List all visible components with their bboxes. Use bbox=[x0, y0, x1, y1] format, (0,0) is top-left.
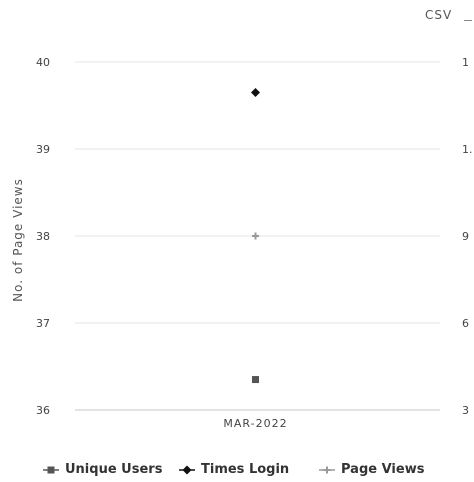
square-marker-icon bbox=[43, 466, 59, 473]
y-right-tick-label: 6 bbox=[462, 317, 469, 330]
csv-menu-icon[interactable] bbox=[464, 12, 472, 21]
data-point bbox=[252, 232, 259, 240]
y-tick-label: 40 bbox=[36, 56, 50, 69]
legend-item[interactable]: Unique Users bbox=[42, 462, 162, 477]
y-tick-label: 36 bbox=[36, 404, 50, 417]
legend-marker bbox=[182, 465, 192, 474]
legend-item[interactable]: Page Views bbox=[318, 462, 424, 477]
x-tick-label: MAR-2022 bbox=[223, 417, 287, 430]
diamond-marker-icon bbox=[179, 465, 195, 474]
chart-legend: Unique Users Times Login Page Views bbox=[0, 462, 474, 482]
y-axis-label: No. of Page Views bbox=[11, 178, 25, 302]
y-right-tick-label: 1. bbox=[462, 143, 473, 156]
y-tick-label: 39 bbox=[36, 143, 50, 156]
data-point bbox=[252, 376, 259, 384]
legend-label: Times Login bbox=[201, 462, 290, 477]
y-axis-left: 36 37 38 39 40 bbox=[36, 56, 50, 417]
cross-marker-icon bbox=[319, 466, 335, 473]
y-right-tick-label: 3 bbox=[462, 404, 469, 417]
y-tick-label: 38 bbox=[36, 230, 50, 243]
x-axis: MAR-2022 bbox=[223, 417, 287, 430]
y-right-tick-label: 9 bbox=[462, 230, 469, 243]
legend-label: Page Views bbox=[341, 462, 425, 477]
data-point bbox=[251, 87, 260, 97]
legend-item[interactable]: Times Login bbox=[178, 462, 289, 477]
legend-marker bbox=[323, 466, 331, 473]
legend-marker bbox=[47, 466, 55, 473]
data-points bbox=[251, 87, 260, 384]
legend-label: Unique Users bbox=[65, 462, 163, 477]
y-tick-label: 37 bbox=[36, 317, 50, 330]
y-axis-right: 3 6 9 1. 1 bbox=[462, 56, 473, 417]
y-right-tick-label: 1 bbox=[462, 56, 469, 69]
csv-export-button[interactable]: CSV bbox=[425, 8, 453, 22]
